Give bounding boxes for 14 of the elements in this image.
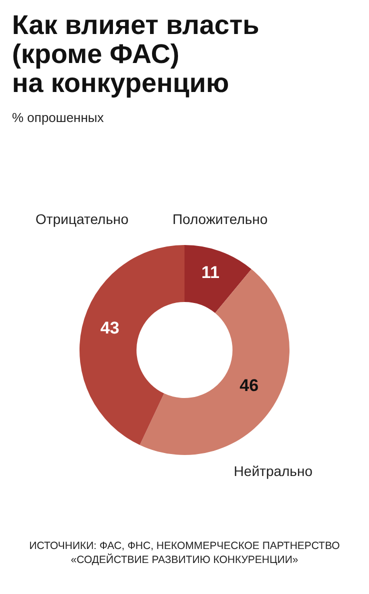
- text: на конкуренцию: [12, 68, 230, 98]
- data-label: 11: [201, 263, 220, 282]
- slice-label: Положительно: [172, 211, 268, 227]
- data-label: 46: [240, 376, 259, 395]
- slice-label: Нейтрально: [234, 463, 313, 479]
- donut-slice: [184, 245, 252, 314]
- donut-slice: [80, 245, 184, 446]
- text: ИСТОЧНИКИ: ФАС, ФНС, НЕКОММЕРЧЕСКОЕ ПАРТНЕРСТВО: [29, 540, 340, 552]
- chart-subtitle: % опрошенных: [12, 110, 104, 125]
- text: «СОДЕЙСТВИЕ РАЗВИТИЮ КОНКУРЕНЦИИ»: [70, 553, 298, 566]
- slice-label: Отрицательно: [36, 211, 129, 227]
- data-label: 43: [100, 318, 120, 338]
- text: Как влияет власть: [12, 10, 260, 40]
- text: (кроме ФАС): [12, 39, 180, 69]
